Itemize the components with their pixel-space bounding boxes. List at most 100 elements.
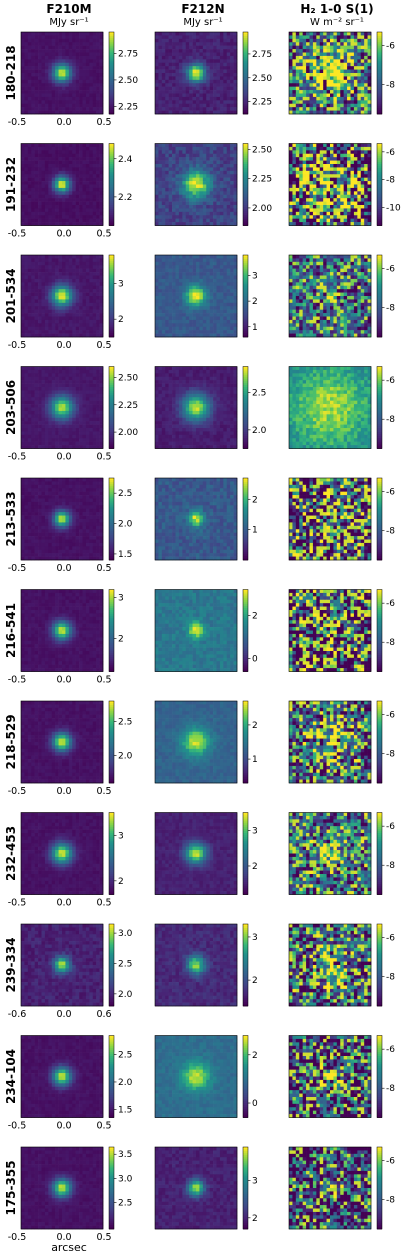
pixel xyxy=(72,293,76,297)
pixel xyxy=(24,198,28,202)
pixel xyxy=(55,262,59,266)
pixel xyxy=(21,104,25,108)
pixel xyxy=(24,83,28,87)
pixel xyxy=(76,147,80,151)
pixel xyxy=(96,53,100,57)
pixel xyxy=(31,188,35,192)
pixel xyxy=(227,310,231,314)
pixel xyxy=(48,90,52,94)
pixel xyxy=(196,289,200,293)
pixel xyxy=(83,310,87,314)
pixel xyxy=(196,49,200,53)
pixel xyxy=(72,90,76,94)
pixel xyxy=(35,76,39,80)
pixel xyxy=(176,94,180,98)
pixel xyxy=(79,215,83,219)
pixel xyxy=(320,76,324,80)
pixel xyxy=(344,171,348,175)
pixel xyxy=(220,144,224,148)
pixel xyxy=(217,191,221,195)
pixel xyxy=(289,191,293,195)
pixel xyxy=(347,94,351,98)
pixel xyxy=(292,39,296,43)
pixel xyxy=(21,303,25,307)
pixel xyxy=(48,188,52,192)
pixel xyxy=(65,144,69,148)
pixel xyxy=(176,289,180,293)
pixel xyxy=(213,215,217,219)
pixel xyxy=(59,49,63,53)
pixel xyxy=(196,188,200,192)
pixel xyxy=(165,258,169,262)
pixel xyxy=(65,49,69,53)
pixel xyxy=(310,202,314,206)
pixel xyxy=(320,202,324,206)
pixel xyxy=(172,56,176,60)
pixel xyxy=(303,171,307,175)
pixel xyxy=(323,144,327,148)
pixel xyxy=(169,289,173,293)
pixel xyxy=(206,104,210,108)
pixel xyxy=(230,181,234,185)
pixel xyxy=(330,198,334,202)
pixel xyxy=(45,269,49,273)
pixel xyxy=(38,154,42,158)
pixel xyxy=(333,178,337,182)
pixel xyxy=(189,56,193,60)
pixel xyxy=(31,215,35,219)
pixel xyxy=(206,202,210,206)
pixel xyxy=(52,303,56,307)
pixel xyxy=(199,317,203,321)
pixel xyxy=(357,185,361,189)
pixel xyxy=(42,219,46,223)
pixel xyxy=(323,83,327,87)
pixel xyxy=(333,94,337,98)
pixel xyxy=(296,185,300,189)
pixel xyxy=(230,202,234,206)
pixel xyxy=(333,63,337,67)
pixel xyxy=(206,35,210,39)
pixel xyxy=(72,202,76,206)
pixel xyxy=(172,181,176,185)
pixel xyxy=(42,157,46,161)
pixel xyxy=(313,100,317,104)
pixel xyxy=(206,150,210,154)
pixel xyxy=(96,330,100,334)
pixel xyxy=(206,56,210,60)
pixel xyxy=(28,147,32,151)
pixel xyxy=(203,323,207,327)
pixel xyxy=(62,35,66,39)
pixel xyxy=(210,272,214,276)
pixel xyxy=(76,49,80,53)
pixel xyxy=(223,49,227,53)
pixel xyxy=(31,212,35,216)
pixel xyxy=(316,185,320,189)
pixel xyxy=(21,258,25,262)
pixel xyxy=(38,94,42,98)
pixel xyxy=(196,39,200,43)
pixel xyxy=(65,39,69,43)
pixel xyxy=(38,265,42,269)
pixel xyxy=(217,185,221,189)
pixel xyxy=(182,265,186,269)
pixel xyxy=(35,265,39,269)
pixel xyxy=(313,178,317,182)
pixel xyxy=(72,87,76,91)
pixel xyxy=(86,154,90,158)
pixel xyxy=(210,32,214,36)
pixel xyxy=(169,76,173,80)
pixel xyxy=(196,164,200,168)
pixel xyxy=(62,185,66,189)
pixel xyxy=(96,303,100,307)
pixel xyxy=(323,49,327,53)
pixel xyxy=(52,265,56,269)
pixel xyxy=(31,87,35,91)
pixel xyxy=(199,279,203,283)
pixel xyxy=(333,174,337,178)
pixel xyxy=(55,56,59,60)
pixel xyxy=(86,178,90,182)
pixel xyxy=(313,66,317,70)
pixel xyxy=(24,330,28,334)
pixel xyxy=(320,90,324,94)
pixel xyxy=(306,205,310,209)
